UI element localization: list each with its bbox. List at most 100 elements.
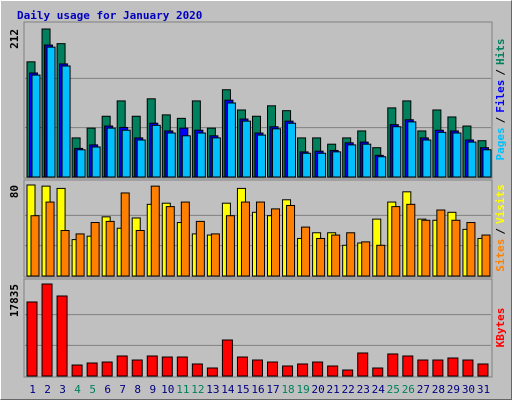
x-tick-label: 8 bbox=[134, 383, 141, 396]
bar bbox=[346, 232, 356, 277]
bar bbox=[41, 283, 53, 377]
x-tick-label: 15 bbox=[236, 383, 249, 396]
bar bbox=[377, 156, 387, 178]
bar bbox=[196, 132, 206, 178]
bar bbox=[236, 356, 248, 377]
y-tick-label: 80 bbox=[8, 185, 21, 198]
x-tick-label: 21 bbox=[327, 383, 340, 396]
bar bbox=[376, 244, 386, 277]
bar bbox=[135, 230, 145, 277]
legend-entry: Visits bbox=[494, 184, 507, 224]
bar bbox=[60, 230, 70, 277]
bar bbox=[180, 201, 190, 277]
bar bbox=[407, 121, 417, 178]
bar bbox=[447, 357, 459, 377]
x-tick-label: 1 bbox=[29, 383, 36, 396]
bar bbox=[106, 127, 116, 178]
legend-entry: KBytes bbox=[494, 308, 507, 348]
x-tick-label: 16 bbox=[251, 383, 264, 396]
x-tick-label: 31 bbox=[477, 383, 490, 396]
bar bbox=[71, 364, 83, 377]
bar bbox=[181, 135, 191, 178]
bar bbox=[176, 356, 188, 377]
bar bbox=[241, 120, 251, 178]
x-tick-label: 4 bbox=[74, 383, 81, 396]
bar bbox=[467, 141, 477, 178]
bar bbox=[347, 144, 357, 178]
bar bbox=[56, 295, 68, 377]
bar bbox=[255, 201, 265, 277]
bar bbox=[421, 219, 431, 277]
y-tick-label: 17835 bbox=[8, 284, 21, 317]
bar bbox=[332, 151, 342, 178]
x-tick-label: 11 bbox=[176, 383, 189, 396]
bar bbox=[61, 65, 71, 178]
bar bbox=[357, 352, 369, 377]
x-tick-label: 24 bbox=[372, 383, 386, 396]
bar bbox=[86, 362, 98, 377]
bar bbox=[301, 226, 311, 277]
bar bbox=[297, 363, 309, 377]
x-tick-label: 27 bbox=[417, 383, 430, 396]
x-tick-label: 5 bbox=[89, 383, 96, 396]
bar bbox=[146, 355, 158, 377]
x-tick-label: 10 bbox=[161, 383, 174, 396]
x-tick-label: 28 bbox=[432, 383, 445, 396]
bar bbox=[136, 139, 146, 178]
bar bbox=[422, 139, 432, 178]
bar bbox=[26, 301, 38, 377]
bar bbox=[46, 46, 56, 178]
x-tick-label: 30 bbox=[462, 383, 475, 396]
bar bbox=[210, 233, 220, 277]
bar bbox=[226, 102, 236, 178]
bar bbox=[286, 204, 296, 277]
bar bbox=[256, 134, 266, 178]
x-tick-label: 3 bbox=[59, 383, 66, 396]
bar bbox=[131, 359, 143, 377]
bar bbox=[121, 129, 131, 178]
bar bbox=[392, 126, 402, 178]
x-tick-label: 26 bbox=[402, 383, 415, 396]
bar bbox=[432, 359, 444, 377]
bar bbox=[327, 365, 339, 377]
bar bbox=[387, 353, 399, 377]
legend-entry: Pages bbox=[494, 127, 507, 160]
bar bbox=[251, 359, 263, 377]
bar bbox=[406, 203, 416, 277]
bar bbox=[312, 361, 324, 377]
bar bbox=[166, 132, 176, 178]
bar bbox=[161, 356, 173, 377]
bar bbox=[90, 222, 100, 277]
x-tick-label: 19 bbox=[296, 383, 309, 396]
x-tick-label: 12 bbox=[191, 383, 204, 396]
x-tick-label: 6 bbox=[104, 383, 111, 396]
bar bbox=[116, 355, 128, 377]
bar bbox=[206, 367, 218, 377]
bar bbox=[195, 220, 205, 277]
bar bbox=[317, 152, 327, 178]
x-tick-label: 20 bbox=[312, 383, 325, 396]
legend-entry: Files bbox=[494, 80, 507, 113]
bar bbox=[436, 209, 446, 277]
legend-entry: Hits bbox=[494, 39, 507, 66]
bar bbox=[221, 339, 233, 377]
bar bbox=[466, 222, 476, 277]
bar bbox=[372, 367, 384, 377]
bar bbox=[482, 149, 492, 178]
legend: KBytes bbox=[494, 308, 507, 348]
bar bbox=[452, 132, 462, 178]
bar bbox=[287, 122, 297, 178]
bar bbox=[76, 149, 86, 178]
legend: Pages / Files / Hits bbox=[494, 39, 507, 161]
bar bbox=[362, 143, 372, 178]
bar bbox=[101, 361, 113, 377]
bar bbox=[31, 74, 41, 178]
bar bbox=[91, 146, 101, 178]
bar bbox=[225, 215, 235, 277]
x-tick-label: 13 bbox=[206, 383, 219, 396]
legend-separator: / bbox=[494, 116, 507, 123]
bar bbox=[361, 241, 371, 277]
x-tick-label: 22 bbox=[342, 383, 355, 396]
